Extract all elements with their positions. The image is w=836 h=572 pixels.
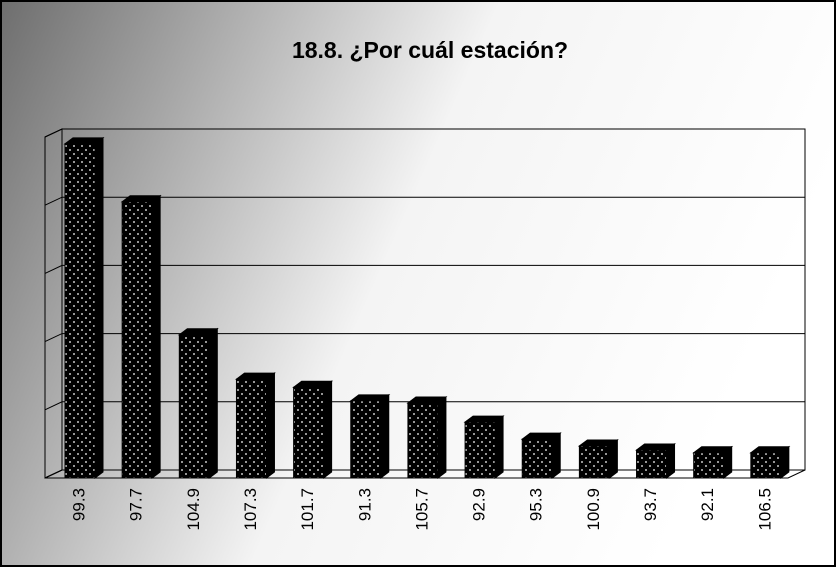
bar <box>64 143 96 479</box>
x-tick-label: 99.3 <box>69 488 88 521</box>
grid-line <box>44 264 805 274</box>
bar <box>578 445 610 479</box>
bar <box>750 452 782 479</box>
bar-side <box>380 393 390 479</box>
x-tick-label: 107.3 <box>241 488 260 531</box>
bar-side <box>437 395 447 479</box>
x-tick-label: 91.3 <box>355 488 374 521</box>
bar-side <box>208 327 218 479</box>
grid-line <box>44 128 805 138</box>
x-tick-label: 92.1 <box>698 488 717 521</box>
bar <box>121 201 153 479</box>
bar-side <box>551 432 561 479</box>
bar <box>407 402 439 479</box>
bar-side <box>323 380 333 479</box>
chart-title: 18.8. ¿Por cuál estación? <box>292 37 568 63</box>
bar <box>636 449 668 479</box>
bar <box>521 438 553 479</box>
grid-line <box>44 196 805 206</box>
grid-line <box>44 333 805 343</box>
x-tick-label: 101.7 <box>298 488 317 531</box>
bar <box>693 452 725 479</box>
bar <box>293 386 325 479</box>
bar-side <box>151 194 161 479</box>
x-tick-label: 105.7 <box>412 488 431 531</box>
x-tick-label: 104.9 <box>184 488 203 531</box>
x-tick-label: 106.5 <box>755 488 774 531</box>
bar <box>235 378 267 479</box>
bar-side <box>494 415 504 479</box>
x-tick-label: 93.7 <box>641 488 660 521</box>
bar <box>464 421 496 479</box>
x-tick-label: 92.9 <box>470 488 489 521</box>
x-tick-label: 97.7 <box>127 488 146 521</box>
bar <box>178 334 210 479</box>
bar-side <box>265 372 275 479</box>
grid-line <box>44 401 805 411</box>
x-tick-label: 95.3 <box>527 488 546 521</box>
plot: 99.3 97.7 104.9 107.3 101.7 91.3 105.7 92.9 95.3… <box>44 128 806 531</box>
bar-side <box>94 136 104 479</box>
x-tick-label: 100.9 <box>584 488 603 531</box>
bar <box>350 400 382 479</box>
